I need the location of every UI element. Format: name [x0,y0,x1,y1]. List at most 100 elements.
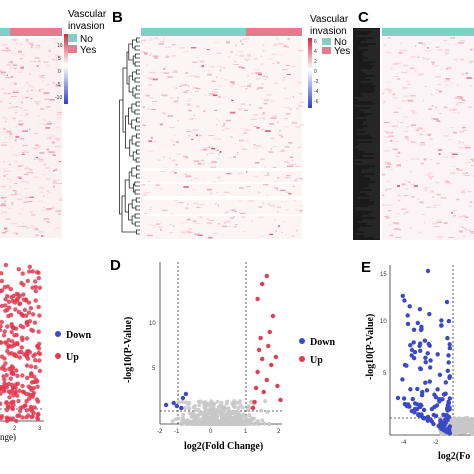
volcano-a-point [10,339,15,344]
heatmap-b-cell [241,43,244,45]
volcano-a-point [0,324,3,329]
legend-b-title-2: invasion [310,26,347,37]
dendrogram-branch [134,45,140,51]
volcano-e-down-point [435,387,440,392]
volcano-a-point [37,358,42,363]
volcano-e-down-point [422,416,427,421]
volcano-e-down-point [446,318,452,324]
volcano-d-down-point [174,403,179,409]
volcano-a-point [30,312,36,317]
heatmap-c-cell [402,86,408,89]
heatmap-c-cell [452,210,458,212]
heatmap-c-cell [452,108,458,110]
volcano-a-point [0,327,3,333]
volcano-d-ns-point [196,407,201,412]
heatmap-a-legend: Vascular invasion No Yes 10 5 0 -5 -10 [55,9,107,104]
heatmap-a-cell [6,118,9,120]
heatmap-c-cell [419,133,424,136]
volcano-a-point [36,346,42,351]
heatmap-c-cell [397,194,400,197]
heatmap-b-cell [149,208,152,211]
heatmap-c-cell [421,214,426,215]
heatmap-c-cell [395,236,401,238]
heatmap-b-cell [192,220,197,223]
heatmap-a-cell [20,107,22,110]
volcano-a-point [10,416,16,421]
dendrogram-branch [135,205,140,211]
volcano-a-point [8,286,13,292]
heatmap-c-cell [446,67,452,69]
heatmap-b-cell [204,147,208,149]
heatmap-a-cell [23,151,29,154]
heatmap-b-cell [141,39,147,42]
heatmap-a-cell [6,74,8,76]
heatmap-b-cell [153,56,158,59]
heatmap-b-cell [282,79,285,81]
heatmap-b-cell [215,76,218,78]
volcano-a-point [0,303,5,309]
heatmap-a-cell [15,42,18,45]
heatmap-c-cell [449,183,451,185]
heatmap-a-cell [52,154,56,156]
heatmap-a-cell [4,74,7,76]
heatmap-c-cell [432,63,434,65]
heatmap-b-cell [208,146,213,148]
heatmap-b-cell [147,108,149,110]
heatmap-b-cell [194,233,201,236]
heatmap-a-cell [36,65,39,67]
volcano-a-point [24,408,30,413]
legend-b-no-swatch [322,38,331,45]
heatmap-a-cell [43,61,49,63]
heatmap-a-cell [1,203,6,205]
heatmap-b-cell [141,51,145,53]
heatmap-b-cell [217,204,219,207]
volcano-d-ns-point [213,415,218,420]
volcano-d-ns-point [263,399,268,404]
heatmap-a-cell [21,154,25,155]
heatmap-b-cell [193,202,199,205]
heatmap-b-cell [263,99,270,101]
heatmap-c-cell [403,116,408,118]
heatmap-c-cell [451,212,453,214]
heatmap-b-cell [208,135,215,136]
heatmap-a-cell [11,202,13,204]
heatmap-c-cell [453,215,456,216]
heatmap-c-cell [461,141,465,144]
heatmap-b-cell [180,231,185,234]
heatmap-c-cell [386,188,392,190]
dendrogram-branch [132,39,137,49]
heatmap-c-cell [438,237,442,239]
heatmap-b-cell [221,125,225,127]
heatmap-b-cell [199,204,205,205]
heatmap-c-cell [383,101,386,102]
heatmap-c-cell [385,52,391,54]
heatmap-a-cell [54,145,61,148]
dendrogram-branch [135,157,140,163]
heatmap-a-cell [23,201,29,203]
heatmap-c-cell [391,222,395,224]
volcano-d-up-point [252,399,257,405]
volcano-d-ns-point [242,421,247,426]
heatmap-b-cell [285,65,291,66]
heatmap-c-cell [403,212,407,215]
heatmap-b-cell [164,114,166,115]
heatmap-b-cell [185,231,192,234]
heatmap-b-cell [142,194,148,196]
volcano-d-ns-point [197,421,202,426]
heatmap-b-cell [183,155,189,158]
heatmap-a-cell [43,195,45,197]
heatmap-b-cell [283,87,287,90]
volcano-e-down-point [401,396,407,401]
heatmap-b-cell [262,112,265,114]
heatmap-a-cell [36,44,40,47]
heatmap-b-cell [284,126,289,128]
heatmap-c-cell [450,37,455,39]
heatmap-c-cell [410,67,415,69]
heatmap-c-cell [440,235,444,238]
heatmap-b-cell [208,146,210,148]
heatmap-b-cell [299,101,305,104]
heatmap-a-cell [15,106,19,108]
heatmap-a-cell [21,101,23,104]
heatmap-a-cell [20,221,23,223]
heatmap-a-cell [12,231,17,234]
